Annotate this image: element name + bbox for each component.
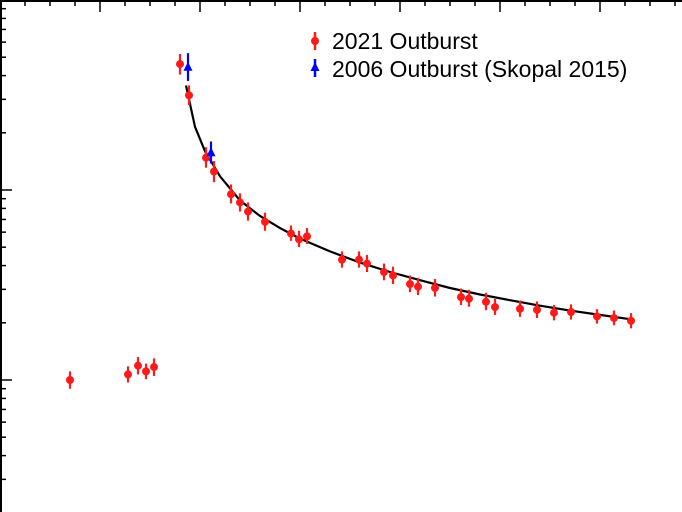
point-2021 [261, 217, 269, 226]
point-2006 [183, 61, 193, 71]
legend-marker-2006 [310, 62, 320, 71]
point-2021 [303, 232, 311, 241]
point-2021 [465, 294, 473, 303]
point-2021 [414, 282, 422, 291]
point-2021 [406, 280, 414, 289]
point-2021 [287, 229, 295, 238]
data-points-layer [66, 60, 635, 384]
point-2021 [457, 293, 465, 302]
legend-entry-2006: 2006 Outburst (Skopal 2015) [310, 56, 627, 82]
legend-marker-2021 [311, 37, 319, 45]
point-2021 [244, 207, 252, 216]
point-2021 [380, 268, 388, 277]
point-2021 [516, 304, 524, 313]
point-2021 [363, 259, 371, 268]
point-2021 [295, 235, 303, 244]
point-2021 [142, 367, 150, 376]
point-2021 [338, 255, 346, 264]
point-2021 [610, 313, 618, 322]
point-2021 [593, 312, 601, 321]
legend-entry-2021: 2021 Outburst [311, 28, 478, 54]
point-2021 [482, 297, 490, 306]
point-2021 [550, 308, 558, 317]
point-2021 [627, 316, 635, 325]
point-2021 [185, 91, 193, 100]
point-2021 [389, 271, 397, 280]
point-2021 [210, 167, 218, 176]
point-2006 [206, 147, 216, 157]
legend: 2021 Outburst 2006 Outburst (Skopal 2015… [310, 28, 627, 82]
point-2021 [124, 370, 132, 379]
point-2021 [176, 60, 184, 69]
legend-label-2006: 2006 Outburst (Skopal 2015) [332, 56, 627, 82]
error-bars-layer [68, 53, 633, 389]
point-2021 [227, 190, 235, 199]
point-2021 [134, 361, 142, 370]
point-2021 [355, 255, 363, 264]
point-2021 [567, 307, 575, 316]
point-2021 [150, 363, 158, 372]
point-2021 [533, 305, 541, 314]
point-2021 [431, 283, 439, 292]
legend-label-2021: 2021 Outburst [332, 28, 478, 54]
point-2021 [236, 198, 244, 207]
point-2021 [491, 303, 499, 312]
point-2021 [66, 376, 74, 384]
